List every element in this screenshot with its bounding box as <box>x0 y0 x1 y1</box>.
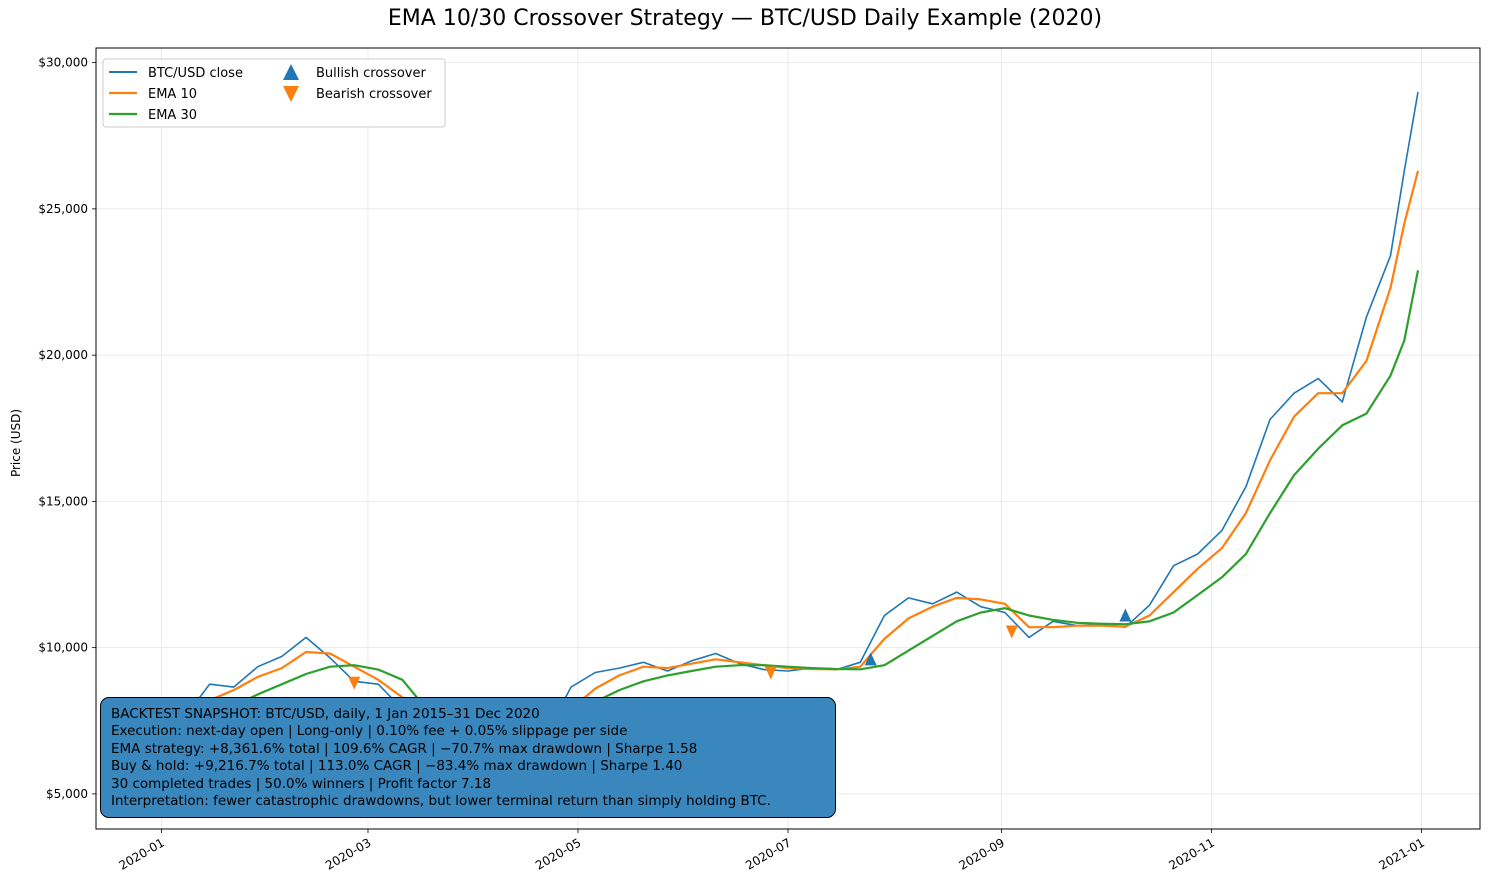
legend: BTC/USD close EMA 10 EMA 30 Bullish cros… <box>102 58 446 128</box>
crossover-markers <box>348 608 1132 690</box>
bearish-crossover-marker <box>348 676 361 690</box>
y-axis-label: Price (USD) <box>9 409 23 477</box>
snapshot-line: EMA strategy: +8,361.6% total | 109.6% C… <box>111 740 698 757</box>
legend-label-bearish: Bearish crossover <box>316 87 432 102</box>
snapshot-line: Interpretation: fewer catastrophic drawd… <box>111 793 771 810</box>
x-tick-label: 2020-09 <box>957 835 1007 872</box>
y-tick-label: $25,000 <box>38 202 88 216</box>
legend-label-ema30: EMA 30 <box>148 108 197 123</box>
y-tick-label: $10,000 <box>38 641 88 655</box>
snapshot-line: Execution: next-day open | Long-only | 0… <box>111 723 628 740</box>
snapshot-line: 30 completed trades | 50.0% winners | Pr… <box>111 775 492 792</box>
bearish-crossover-marker <box>764 666 777 680</box>
bullish-crossover-marker <box>1119 608 1132 622</box>
y-tick-label: $15,000 <box>38 494 88 508</box>
series-lines <box>161 91 1420 785</box>
legend-label-bullish: Bullish crossover <box>316 66 426 81</box>
y-tick-label: $5,000 <box>46 787 88 801</box>
bullish-crossover-marker <box>864 652 877 666</box>
chart-title: EMA 10/30 Crossover Strategy — BTC/USD D… <box>387 6 1103 31</box>
snapshot-line: BACKTEST SNAPSHOT: BTC/USD, daily, 1 Jan… <box>111 706 540 722</box>
legend-bullish-icon <box>283 64 299 80</box>
snapshot-line: Buy & hold: +9,216.7% total | 113.0% CAG… <box>111 758 683 775</box>
x-tick-label: 2020-07 <box>743 835 793 872</box>
legend-box <box>102 58 446 128</box>
x-tick-label: 2020-01 <box>116 835 166 872</box>
x-tick-label: 2020-11 <box>1167 835 1217 872</box>
y-tick-label: $20,000 <box>38 348 88 362</box>
x-tick-label: 2021-01 <box>1377 835 1427 872</box>
x-tick-label: 2020-03 <box>323 835 373 872</box>
legend-label-close: BTC/USD close <box>148 66 243 81</box>
ema10-line <box>161 170 1420 746</box>
legend-bearish-icon <box>283 86 299 102</box>
legend-label-ema10: EMA 10 <box>148 87 197 102</box>
ema30-line <box>161 270 1420 734</box>
y-tick-label: $30,000 <box>38 56 88 70</box>
x-tick-label: 2020-05 <box>533 835 583 872</box>
backtest-snapshot-box: BACKTEST SNAPSHOT: BTC/USD, daily, 1 Jan… <box>100 697 836 819</box>
bearish-crossover-marker <box>1005 625 1018 639</box>
